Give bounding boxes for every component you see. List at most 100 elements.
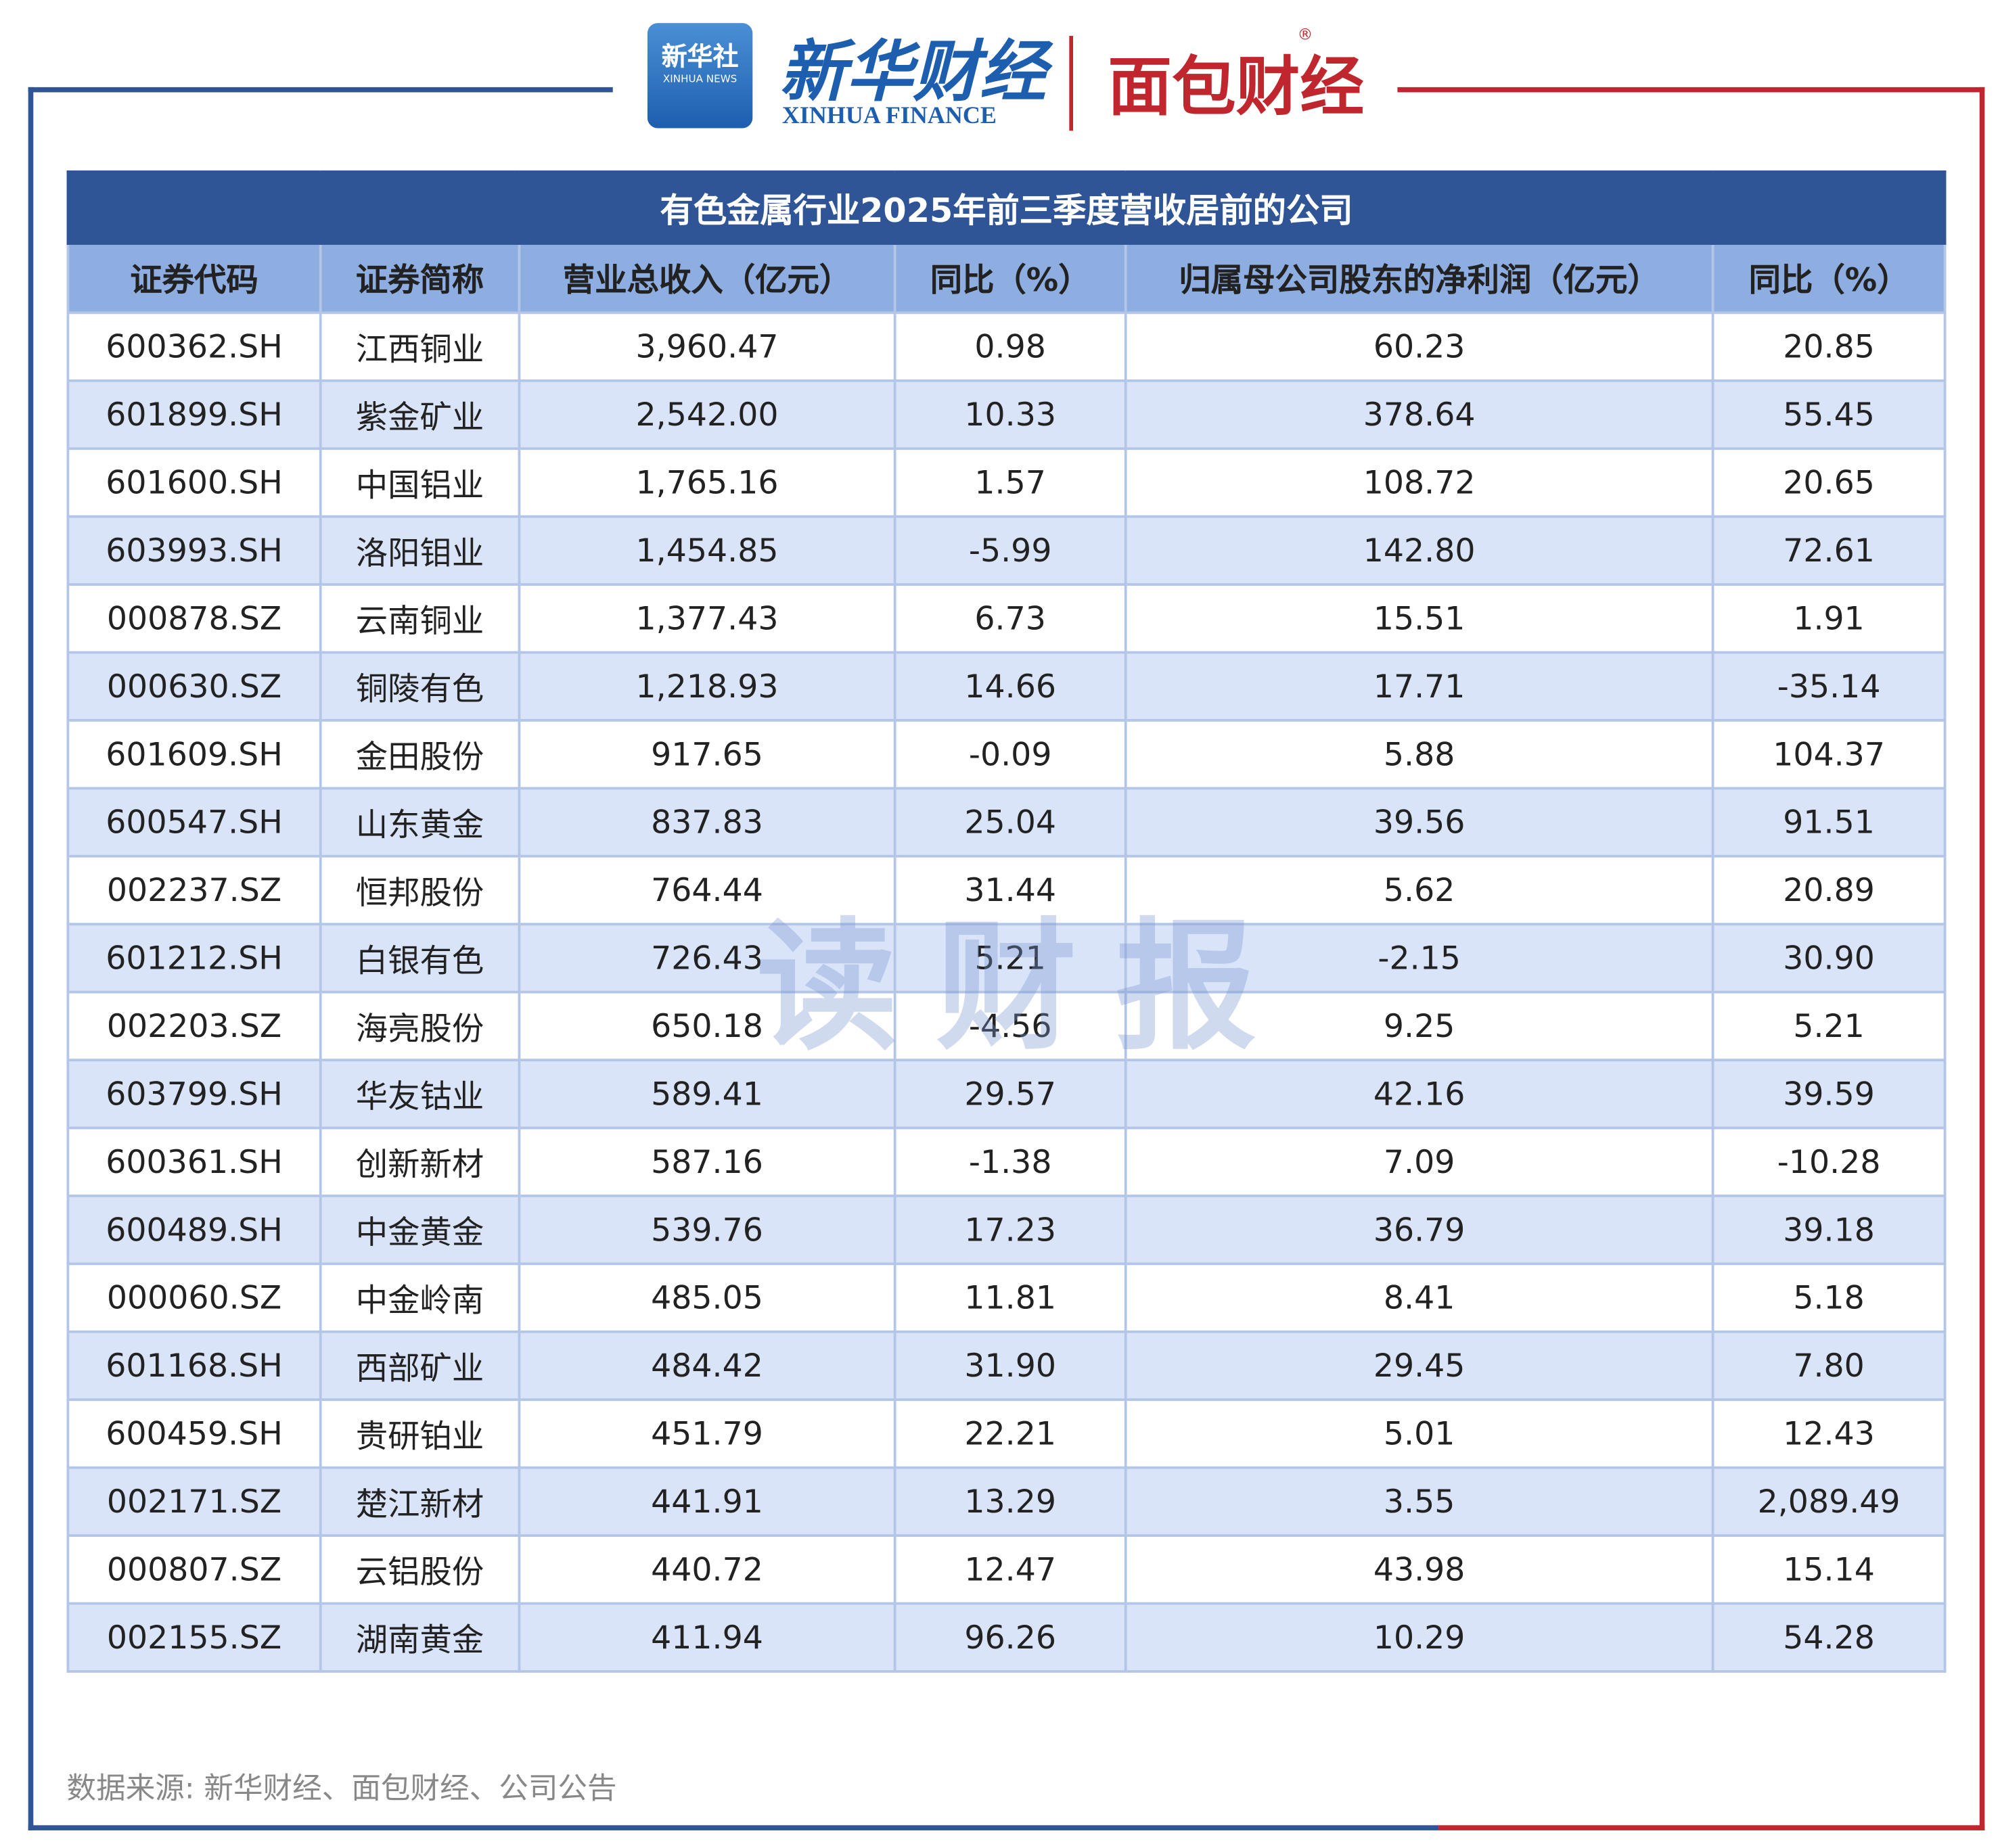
registered-mark: ® <box>1297 25 1313 44</box>
cell: 72.61 <box>1711 515 1947 586</box>
cell: 5.18 <box>1711 1262 1947 1333</box>
cell: 7.09 <box>1124 1126 1714 1197</box>
cell: 650.18 <box>518 990 896 1061</box>
cell: 湖南黄金 <box>319 1602 521 1673</box>
cell: 000878.SZ <box>66 583 322 654</box>
cell: 云南铜业 <box>319 583 521 654</box>
cell: 中金岭南 <box>319 1262 521 1333</box>
cell: 22.21 <box>893 1398 1127 1469</box>
table-row: 000630.SZ 铜陵有色 1,218.93 14.66 17.71 -35.14 <box>66 651 1947 722</box>
cell: 15.14 <box>1711 1534 1947 1605</box>
column-header: 证券代码 <box>66 242 322 315</box>
cell: 29.45 <box>1124 1330 1714 1402</box>
cell: 39.56 <box>1124 787 1714 858</box>
cell: 中国铝业 <box>319 447 521 518</box>
table-row: 601609.SH 金田股份 917.65 -0.09 5.88 104.37 <box>66 719 1947 790</box>
cell: 601899.SH <box>66 379 322 451</box>
cell: 29.57 <box>893 1059 1127 1130</box>
cell: 601600.SH <box>66 447 322 518</box>
cell: 539.76 <box>518 1195 896 1266</box>
table-row: 600489.SH 中金黄金 539.76 17.23 36.79 39.18 <box>66 1195 1947 1266</box>
table-row: 601600.SH 中国铝业 1,765.16 1.57 108.72 20.65 <box>66 447 1947 518</box>
table-row: 601212.SH 白银有色 726.43 5.21 -2.15 30.90 <box>66 923 1947 994</box>
cell: 104.37 <box>1711 719 1947 790</box>
xinhua-badge: 新华社 XINHUA NEWS <box>647 23 753 129</box>
table-row: 601168.SH 西部矿业 484.42 31.90 29.45 7.80 <box>66 1330 1947 1402</box>
cell: 20.85 <box>1711 311 1947 382</box>
cell: 601609.SH <box>66 719 322 790</box>
cell: 108.72 <box>1124 447 1714 518</box>
cell: 587.16 <box>518 1126 896 1197</box>
cell: 603799.SH <box>66 1059 322 1130</box>
table-row: 000807.SZ 云铝股份 440.72 12.47 43.98 15.14 <box>66 1534 1947 1605</box>
cell: -0.09 <box>893 719 1127 790</box>
watermark: 读财报 <box>756 904 1295 1069</box>
cell: 14.66 <box>893 651 1127 722</box>
table-row: 002155.SZ 湖南黄金 411.94 96.26 10.29 54.28 <box>66 1602 1947 1673</box>
cell: -4.56 <box>893 990 1127 1061</box>
cell: 13.29 <box>893 1466 1127 1537</box>
cell: 378.64 <box>1124 379 1714 451</box>
cell: 30.90 <box>1711 923 1947 994</box>
cell: 600547.SH <box>66 787 322 858</box>
cell: 42.16 <box>1124 1059 1714 1130</box>
cell: 36.79 <box>1124 1195 1714 1266</box>
cell: -5.99 <box>893 515 1127 586</box>
cell: 山东黄金 <box>319 787 521 858</box>
cell: 000060.SZ <box>66 1262 322 1333</box>
cell: 恒邦股份 <box>319 854 521 926</box>
badge-cn: 新华社 <box>661 41 739 72</box>
cell: 002171.SZ <box>66 1466 322 1537</box>
table-row: 601899.SH 紫金矿业 2,542.00 10.33 378.64 55.45 <box>66 379 1947 451</box>
cell: 5.62 <box>1124 854 1714 926</box>
cell: 海亮股份 <box>319 990 521 1061</box>
table-row: 603993.SH 洛阳钼业 1,454.85 -5.99 142.80 72.61 <box>66 515 1947 586</box>
cell: 002203.SZ <box>66 990 322 1061</box>
cell: 25.04 <box>893 787 1127 858</box>
cell: 600459.SH <box>66 1398 322 1469</box>
cell: 10.29 <box>1124 1602 1714 1673</box>
cell: 华友钴业 <box>319 1059 521 1130</box>
cell: 55.45 <box>1711 379 1947 451</box>
cell: 江西铜业 <box>319 311 521 382</box>
cell: 000630.SZ <box>66 651 322 722</box>
cell: 12.47 <box>893 1534 1127 1605</box>
column-header: 证券简称 <box>319 242 521 315</box>
cell: 600362.SH <box>66 311 322 382</box>
cell: 8.41 <box>1124 1262 1714 1333</box>
frame-red-bottom <box>1438 1825 1985 1830</box>
source-note: 数据来源: 新华财经、面包财经、公司公告 <box>66 1772 617 1806</box>
table-row: 000878.SZ 云南铜业 1,377.43 6.73 15.51 1.91 <box>66 583 1947 654</box>
cell: 20.89 <box>1711 854 1947 926</box>
cell: -35.14 <box>1711 651 1947 722</box>
cell: 西部矿业 <box>319 1330 521 1402</box>
cell: 601168.SH <box>66 1330 322 1402</box>
cell: 17.71 <box>1124 651 1714 722</box>
frame-blue-top <box>28 87 613 93</box>
table-row: 600547.SH 山东黄金 837.83 25.04 39.56 91.51 <box>66 787 1947 858</box>
cell: 紫金矿业 <box>319 379 521 451</box>
cell: 9.25 <box>1124 990 1714 1061</box>
cell: 54.28 <box>1711 1602 1947 1673</box>
cell: 31.44 <box>893 854 1127 926</box>
cell: 15.51 <box>1124 583 1714 654</box>
cell: 金田股份 <box>319 719 521 790</box>
cell: 000807.SZ <box>66 1534 322 1605</box>
cell: 11.81 <box>893 1262 1127 1333</box>
cell: 1.91 <box>1711 583 1947 654</box>
cell: 43.98 <box>1124 1534 1714 1605</box>
cell: 589.41 <box>518 1059 896 1130</box>
partner-logo: 面包财经 <box>1108 49 1365 124</box>
cell: 5.88 <box>1124 719 1714 790</box>
data-table: 有色金属行业2025年前三季度营收居前的公司 证券代码 证券简称 营业总收入（亿元）同… <box>66 170 1947 1673</box>
cell: 441.91 <box>518 1466 896 1537</box>
table-row: 002237.SZ 恒邦股份 764.44 31.44 5.62 20.89 <box>66 854 1947 926</box>
cell: 600361.SH <box>66 1126 322 1197</box>
column-header: 营业总收入（亿元） <box>518 242 896 315</box>
cell: 贵研铂业 <box>319 1398 521 1469</box>
cell: 3,960.47 <box>518 311 896 382</box>
cell: 451.79 <box>518 1398 896 1469</box>
cell: 20.65 <box>1711 447 1947 518</box>
cell: 洛阳钼业 <box>319 515 521 586</box>
